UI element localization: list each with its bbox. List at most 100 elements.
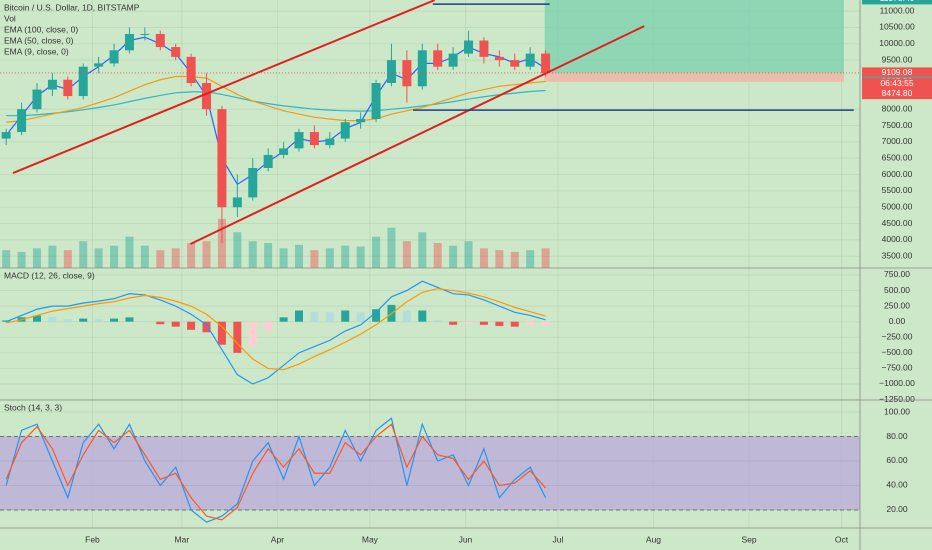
volume-bar <box>125 236 134 268</box>
histogram-bar <box>418 310 427 322</box>
histogram-bar <box>187 321 196 330</box>
histogram-bar <box>32 315 41 322</box>
volume-bar <box>310 250 319 268</box>
histogram-bar <box>526 321 535 326</box>
histogram-bar <box>341 310 350 322</box>
candle-body <box>279 148 289 155</box>
volume-bar <box>325 248 334 268</box>
y-tick-label: 750.00 <box>884 269 910 279</box>
y-tick-label: 10500.00 <box>879 22 915 32</box>
y-tick-label: 80.00 <box>886 431 908 441</box>
candle-body <box>263 154 273 168</box>
price-label-box <box>862 67 932 79</box>
volume-bar <box>2 250 11 268</box>
price-label-box <box>862 0 932 5</box>
candle-body <box>417 50 427 87</box>
stoch-band <box>0 436 860 510</box>
histogram-bar <box>325 312 334 322</box>
y-tick-label: 40.00 <box>886 480 908 490</box>
pane-title: MACD (12, 26, close, 9) <box>4 270 95 280</box>
candle-body <box>386 60 396 84</box>
legend-entry: EMA (9, close, 0) <box>4 46 69 56</box>
histogram-bar <box>356 312 365 322</box>
histogram-bar <box>294 310 303 322</box>
y-tick-label: 250.00 <box>884 300 910 310</box>
y-tick-label: 9500.00 <box>882 54 913 64</box>
price-label-box <box>862 88 932 100</box>
y-tick-label: −1000.00 <box>879 378 915 388</box>
volume-bar <box>110 245 119 268</box>
volume-bar <box>526 250 535 268</box>
y-tick-label: 5500.00 <box>882 185 913 195</box>
volume-bar <box>402 241 411 268</box>
y-tick-label: 500.00 <box>884 285 910 295</box>
y-tick-label: 8000.00 <box>882 103 913 113</box>
volume-bar <box>94 248 103 268</box>
candle-body <box>510 60 520 67</box>
volume-bar <box>387 227 396 268</box>
countdown-box <box>862 78 932 90</box>
y-tick-label: 4000.00 <box>882 234 913 244</box>
axis: Feb Mar Apr May Jun Jul Aug Sep Oct 3500.00 4000.0… <box>4 0 932 544</box>
indicator-line <box>5 423 547 521</box>
volume-bar <box>63 250 72 268</box>
x-tick-label: Sep <box>741 534 756 544</box>
histogram-bar <box>110 318 119 322</box>
candle-body <box>464 40 474 54</box>
histogram-bar <box>63 319 72 322</box>
candle-body <box>124 33 134 51</box>
x-tick-label: Oct <box>835 534 849 544</box>
candle-body <box>309 132 319 146</box>
volume-bar <box>541 248 550 268</box>
candle-body <box>248 167 258 198</box>
candle-body <box>232 197 242 208</box>
histogram-bar <box>433 320 442 322</box>
histogram-bar <box>171 321 180 327</box>
pane-title: Stoch (14, 3, 3) <box>4 402 62 412</box>
candle-body <box>402 60 412 87</box>
y-tick-label: 6500.00 <box>882 152 913 162</box>
histogram-bar <box>510 321 519 327</box>
y-tick-label: 3500.00 <box>882 250 913 260</box>
candle-body <box>109 50 119 64</box>
y-tick-label: 7500.00 <box>882 120 913 130</box>
volume-bar <box>356 246 365 268</box>
position-loss <box>544 72 844 82</box>
volume-bar <box>17 251 26 268</box>
y-tick-label: −250.00 <box>882 332 913 342</box>
x-tick-label: Feb <box>85 534 100 544</box>
volume-bar <box>140 245 149 268</box>
volume-bar <box>187 242 196 268</box>
volume-bar <box>32 248 41 268</box>
price-label: 11373.40 <box>880 0 915 3</box>
legend-entry: Vol <box>4 13 16 23</box>
trendline <box>190 25 645 245</box>
position-profit <box>544 0 844 73</box>
indicator-line <box>6 89 546 117</box>
x-tick-label: Apr <box>271 534 284 544</box>
candle-body <box>17 109 27 133</box>
candle-body <box>340 122 350 139</box>
candle-body <box>155 33 165 48</box>
plot-area <box>0 0 860 528</box>
y-tick-label: −750.00 <box>882 363 913 373</box>
volume-bar <box>510 251 519 268</box>
histogram-bar <box>233 321 242 353</box>
volume-bar <box>433 242 442 268</box>
candle-body <box>94 63 104 67</box>
trendline <box>12 0 436 174</box>
candle-body <box>202 83 212 110</box>
x-tick-label: Mar <box>175 534 190 544</box>
volume-bar <box>418 232 427 268</box>
x-tick-label: Jun <box>459 534 473 544</box>
candle-body <box>433 50 443 67</box>
volume-bar <box>171 248 180 268</box>
candle-body <box>294 132 304 149</box>
histogram-bar <box>310 311 319 322</box>
volume-bar <box>248 241 257 268</box>
histogram-bar <box>279 317 288 322</box>
x-tick-label: Jul <box>552 534 563 544</box>
y-tick-label: 5000.00 <box>882 201 913 211</box>
volume-bar <box>479 248 488 268</box>
histogram-bar <box>248 321 257 347</box>
